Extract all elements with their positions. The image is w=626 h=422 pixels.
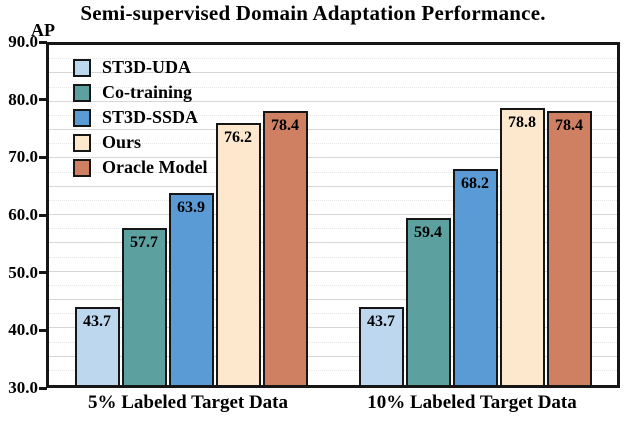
bar-group-5pct: 43.7 57.7 63.9 76.2 78.4 (49, 45, 333, 385)
bar-co-training: 57.7 (121, 228, 167, 385)
gridline-major (49, 214, 617, 215)
gridline-minor (49, 228, 617, 230)
bar-value-label: 78.4 (271, 116, 299, 134)
gridline-major (49, 299, 617, 300)
gridline-minor (49, 143, 617, 145)
legend-item-st3d-uda: ST3D-UDA (73, 57, 207, 78)
plot-area: ST3D-UDA Co-training ST3D-SSDA Ours Oracle M… (46, 42, 620, 388)
legend-label: Oracle Model (102, 157, 208, 177)
y-tick-label: 90.0 (8, 32, 38, 51)
gridline-minor (49, 369, 617, 371)
y-tick-mark (39, 155, 47, 159)
bar-group-10pct: 43.7 59.4 68.2 78.8 78.4 (333, 45, 617, 385)
legend-label: ST3D-SSDA (102, 107, 199, 127)
gridline-minor (49, 256, 617, 258)
legend-item-ours: Ours (73, 132, 207, 153)
y-axis-title: AP (31, 20, 55, 40)
legend-swatch-icon (73, 58, 91, 77)
bar-oracle-model: 78.4 (262, 110, 308, 385)
gridline-major (49, 129, 617, 130)
bar-value-label: 78.4 (555, 116, 583, 134)
bar-st3d-ssda: 63.9 (168, 192, 214, 385)
gridline-major (49, 100, 617, 102)
gridline-minor (49, 86, 617, 88)
legend-label: ST3D-UDA (102, 57, 192, 77)
legend: ST3D-UDA Co-training ST3D-SSDA Ours Oracle M… (73, 57, 207, 178)
bar-value-label: 68.2 (461, 174, 489, 192)
bar-value-label: 63.9 (177, 198, 205, 216)
bar-value-label: 76.2 (224, 129, 252, 147)
gridline-minor (49, 114, 617, 116)
gridline-major (49, 157, 617, 159)
y-tick-label: 70.0 (8, 147, 38, 167)
gridline-major (49, 72, 617, 74)
legend-swatch-icon (73, 133, 91, 152)
legend-item-oracle-model: Oracle Model (73, 157, 207, 178)
legend-item-st3d-ssda: ST3D-SSDA (73, 107, 207, 128)
chart-title: Semi-supervised Domain Adaptation Perfor… (80, 1, 546, 25)
y-tick-label: 80.0 (8, 89, 38, 109)
legend-swatch-icon (73, 158, 91, 177)
y-tick-mark (39, 328, 47, 332)
gridline-minor (49, 284, 617, 286)
x-axis-label-10pct: 10% Labeled Target Data (367, 392, 577, 413)
y-tick-label: 30.0 (8, 378, 38, 397)
bar-ours: 76.2 (215, 123, 261, 385)
bar-value-label: 59.4 (414, 224, 442, 242)
gridline-minor (49, 341, 617, 343)
gridline-major (49, 355, 617, 357)
gridline-major (49, 185, 617, 187)
y-tick-label: 40.0 (8, 320, 38, 340)
y-tick-mark (39, 40, 47, 44)
bar-value-label: 43.7 (83, 313, 111, 331)
gridline-minor (49, 58, 617, 60)
y-tick-mark (39, 271, 47, 275)
legend-label: Co-training (102, 82, 192, 102)
y-tick-label: 50.0 (8, 262, 38, 282)
y-tick-mark (39, 213, 47, 217)
legend-label: Ours (102, 132, 142, 152)
y-tick-mark (39, 98, 47, 102)
bar-value-label: 43.7 (367, 313, 395, 331)
bar-value-label: 57.7 (130, 234, 158, 252)
bar-ours: 78.8 (499, 108, 545, 385)
gridline-major (49, 242, 617, 244)
bar-co-training: 59.4 (405, 218, 451, 385)
bar-st3d-uda: 43.7 (358, 307, 404, 385)
gridline-minor (49, 313, 617, 315)
gridline-major (49, 327, 617, 329)
bar-value-label: 78.8 (508, 114, 536, 132)
gridline-minor (49, 199, 617, 201)
gridline-major (49, 270, 617, 272)
bar-st3d-ssda: 68.2 (452, 168, 498, 385)
y-tick-mark (39, 386, 47, 390)
bar-st3d-uda: 43.7 (74, 307, 120, 385)
legend-item-co-training: Co-training (73, 82, 207, 103)
bar-oracle-model: 78.4 (546, 110, 592, 385)
y-tick-label: 60.0 (8, 205, 38, 224)
legend-swatch-icon (73, 83, 91, 102)
legend-swatch-icon (73, 108, 91, 127)
gridline-minor (49, 171, 617, 173)
x-axis-label-5pct: 5% Labeled Target Data (87, 392, 289, 413)
